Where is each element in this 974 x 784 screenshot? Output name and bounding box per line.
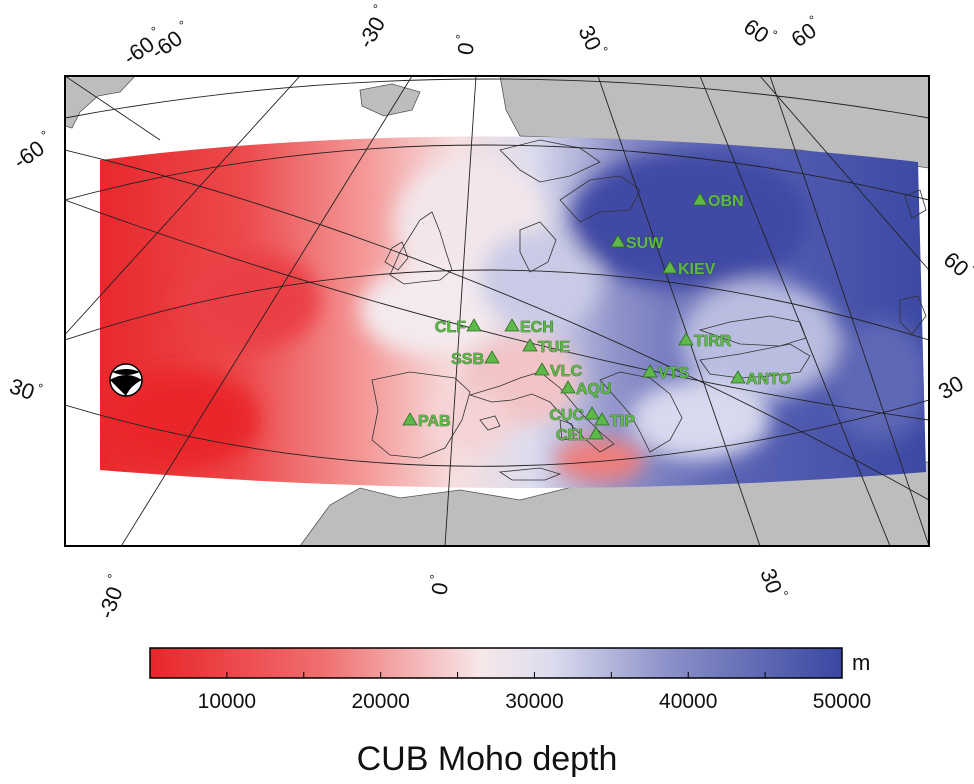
lon-label-top-4: 0 [452,40,479,56]
station-triangle-icon [730,370,746,384]
coastlines [371,139,927,481]
svg-text:°: ° [775,589,791,599]
colorbar-ticks: 10000 20000 30000 40000 50000 [149,672,871,713]
station-cuc: CUC [549,406,600,424]
lon-label-top-6: 60 [739,14,773,49]
moho-depth-field [100,136,926,489]
svg-text:°: ° [966,262,974,277]
station-aqu: AQU [560,380,612,398]
station-obn: OBN [692,192,744,210]
station-triangle-icon [402,412,418,426]
station-ech: ECH [504,318,554,336]
svg-text:°: ° [427,573,443,581]
colorbar-gradient [149,647,843,679]
station-label: VLC [550,363,582,380]
station-clf: CLF [435,318,482,336]
lon-label-top-3: -30 [353,12,391,52]
station-label: TUE [538,339,570,356]
station-suw: SUW [610,234,665,252]
svg-text:°: ° [104,572,120,582]
station-label: CUC [549,407,584,424]
station-triangle-icon [534,362,550,376]
lon-label-bottom-2: 0 [426,580,453,596]
station-triangle-icon [466,318,482,332]
graticule [65,76,929,546]
colorbar-tick-label: 30000 [505,690,563,713]
lat-label-left-2: 30 [6,373,38,405]
background-land [65,76,929,546]
station-triangle-icon [642,364,658,378]
station-triangle-icon [692,192,708,206]
svg-text:°: ° [35,380,45,396]
station-markers: OBN SUW KIEV CLF ECH TUE TIRR SSB VLC VTS ANTO AQU P… [402,192,791,444]
colorbar-tick-label: 20000 [351,690,409,713]
colorbar-tick-label: 40000 [659,690,717,713]
station-triangle-icon [588,426,604,440]
station-triangle-icon [484,350,500,364]
station-triangle-icon [610,234,626,248]
station-tirr: TIRR [678,332,732,350]
svg-text:°: ° [595,44,611,55]
station-triangle-icon [678,332,694,346]
station-label: OBN [708,193,744,210]
station-kiev: KIEV [662,260,716,278]
station-pab: PAB [402,412,451,430]
station-ssb: SSB [451,350,500,368]
station-label: TIRR [694,333,732,350]
map-frame-border [64,75,930,547]
lat-label-right-1: 60 [939,247,974,282]
station-triangle-icon [662,260,678,274]
colorbar: 10000 20000 30000 40000 50000 m [149,647,871,713]
lat-label-left-1: -60 [9,135,49,174]
station-label: ECH [520,319,554,336]
station-tip: TIP [594,412,636,430]
lon-label-bottom-1: -30 [93,583,127,621]
station-triangle-icon [560,380,576,394]
station-triangle-icon [522,338,538,352]
station-vts: VTS [642,364,690,382]
focal-mechanism-beachball-icon [109,363,143,397]
station-tue: TUE [522,338,571,356]
station-label: CEL [556,427,588,444]
station-label: AQU [576,381,612,398]
station-label: KIEV [678,261,716,278]
svg-text:°: ° [370,2,386,14]
station-triangle-icon [584,406,600,420]
svg-text:°: ° [177,17,190,32]
station-label: SUW [626,235,664,252]
station-triangle-icon [504,318,520,332]
svg-text:°: ° [39,127,52,142]
station-label: VTS [658,365,689,382]
station-label: PAB [418,413,451,430]
station-label: TIP [610,413,635,430]
station-triangle-icon [594,412,610,426]
station-label: SSB [451,351,484,368]
station-label: CLF [435,319,466,336]
station-vlc: VLC [534,362,583,380]
lat-label-right-2: 30 [934,370,968,404]
colorbar-tick-label: 10000 [198,690,256,713]
colorbar-tick-label: 50000 [813,690,871,713]
station-label: ANTO [746,371,791,388]
colorbar-unit: m [852,650,870,675]
station-anto: ANTO [730,370,791,388]
svg-text:°: ° [453,33,469,41]
map-title: CUB Moho depth [357,740,618,778]
station-cel: CEL [556,426,604,444]
